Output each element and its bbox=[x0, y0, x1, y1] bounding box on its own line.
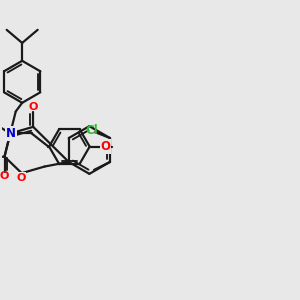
Text: O: O bbox=[0, 172, 9, 182]
Text: O: O bbox=[16, 173, 26, 183]
Text: O: O bbox=[100, 140, 110, 153]
Text: O: O bbox=[28, 102, 38, 112]
Text: Cl: Cl bbox=[85, 124, 98, 137]
Text: N: N bbox=[6, 127, 16, 140]
